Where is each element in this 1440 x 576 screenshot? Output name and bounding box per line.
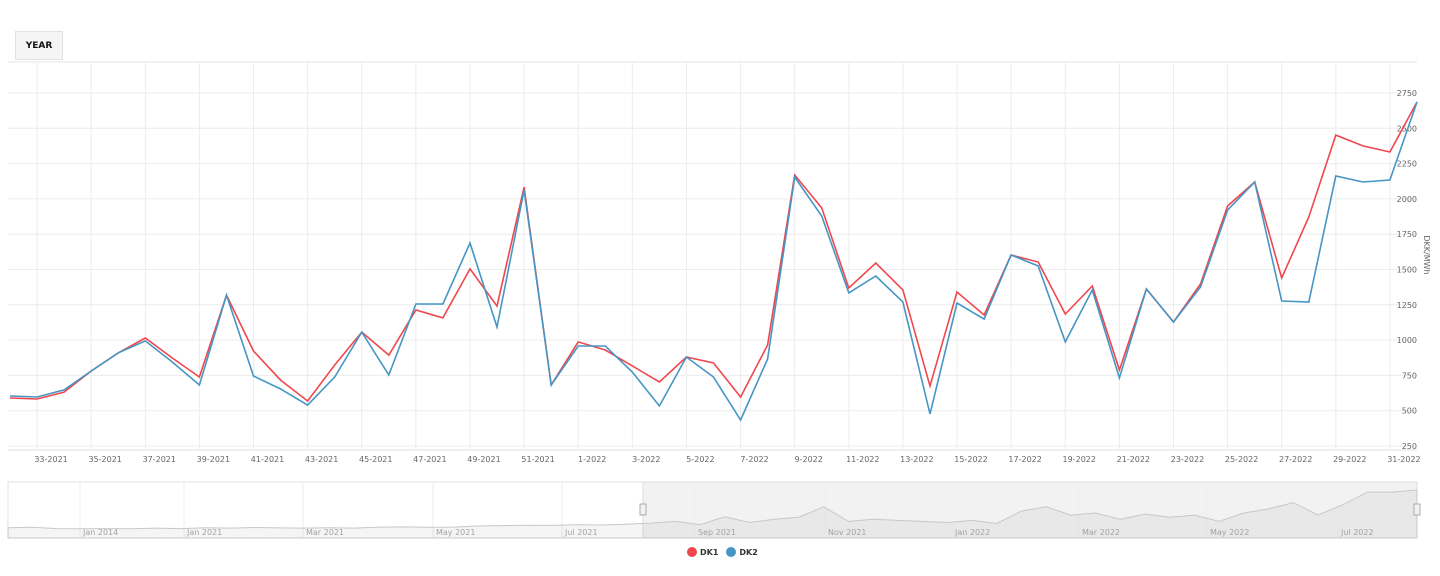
y-tick-label: 1250 bbox=[1397, 301, 1417, 310]
navigator-tick-label: Nov 2021 bbox=[828, 528, 867, 537]
x-tick-label: 1-2022 bbox=[578, 455, 606, 464]
navigator-tick-label: Jan 2022 bbox=[954, 528, 990, 537]
navigator-tick-label: May 2021 bbox=[436, 528, 475, 537]
x-tick-label: 51-2021 bbox=[521, 455, 554, 464]
x-tick-label: 23-2022 bbox=[1171, 455, 1204, 464]
x-tick-label: 21-2022 bbox=[1117, 455, 1150, 464]
dk1-color-dot bbox=[687, 547, 697, 557]
legend: DK1 DK2 bbox=[687, 547, 758, 557]
y-tick-label: 1750 bbox=[1397, 230, 1417, 239]
x-tick-label: 25-2022 bbox=[1225, 455, 1258, 464]
navigator-tick-label: May 2022 bbox=[1210, 528, 1249, 537]
legend-label: DK1 bbox=[700, 547, 719, 557]
x-tick-label: 47-2021 bbox=[413, 455, 446, 464]
x-tick-label: 7-2022 bbox=[740, 455, 768, 464]
navigator-handle[interactable] bbox=[639, 503, 647, 516]
dk2-color-dot bbox=[726, 547, 737, 557]
x-tick-label: 35-2021 bbox=[88, 455, 121, 464]
navigator-tick-label: Sep 2021 bbox=[698, 528, 736, 537]
x-tick-label: 37-2021 bbox=[143, 455, 176, 464]
y-tick-label: 2500 bbox=[1397, 124, 1417, 133]
x-tick-label: 27-2022 bbox=[1279, 455, 1312, 464]
y-tick-label: 2750 bbox=[1397, 89, 1417, 98]
x-tick-label: 9-2022 bbox=[795, 455, 823, 464]
y-tick-label: 500 bbox=[1402, 407, 1417, 416]
navigator-tick-label: Jul 2021 bbox=[564, 528, 598, 537]
x-tick-label: 31-2022 bbox=[1387, 455, 1420, 464]
navigator-series bbox=[7, 489, 1418, 539]
x-tick-label: 5-2022 bbox=[686, 455, 714, 464]
y-tick-label: 2250 bbox=[1397, 160, 1417, 169]
navigator-tick-label: Mar 2022 bbox=[1082, 528, 1120, 537]
y-tick-label: 750 bbox=[1402, 371, 1417, 380]
x-tick-label: 11-2022 bbox=[846, 455, 879, 464]
legend-item-dk2[interactable]: DK2 bbox=[726, 547, 758, 557]
y-tick-label: 2000 bbox=[1397, 195, 1417, 204]
y-axis-title: DKK/MWh bbox=[1422, 235, 1431, 274]
x-tick-label: 43-2021 bbox=[305, 455, 338, 464]
y-tick-label: 1000 bbox=[1397, 336, 1417, 345]
navigator-handle[interactable] bbox=[1413, 503, 1421, 516]
navigator-tick-label: Jan 2021 bbox=[186, 528, 222, 537]
series-line-dk2 bbox=[9, 101, 1418, 422]
x-tick-label: 49-2021 bbox=[467, 455, 500, 464]
x-tick-label: 17-2022 bbox=[1008, 455, 1041, 464]
x-tick-label: 3-2022 bbox=[632, 455, 660, 464]
x-tick-label: 13-2022 bbox=[900, 455, 933, 464]
x-tick-label: 29-2022 bbox=[1333, 455, 1366, 464]
legend-label: DK2 bbox=[739, 547, 758, 557]
x-tick-label: 39-2021 bbox=[197, 455, 230, 464]
series-line-dk1 bbox=[9, 101, 1418, 403]
year-range-button[interactable]: YEAR bbox=[15, 31, 63, 60]
x-tick-label: 19-2022 bbox=[1063, 455, 1096, 464]
x-tick-label: 45-2021 bbox=[359, 455, 392, 464]
x-tick-label: 33-2021 bbox=[34, 455, 67, 464]
y-tick-label: 1500 bbox=[1397, 266, 1417, 275]
legend-item-dk1[interactable]: DK1 bbox=[687, 547, 718, 557]
navigator-tick-label: Jan 2014 bbox=[82, 528, 118, 537]
navigator-tick-label: Jul 2022 bbox=[1340, 528, 1374, 537]
y-tick-label: 250 bbox=[1402, 442, 1417, 451]
x-tick-label: 41-2021 bbox=[251, 455, 284, 464]
navigator-tick-label: Mar 2021 bbox=[306, 528, 344, 537]
x-tick-label: 15-2022 bbox=[954, 455, 987, 464]
